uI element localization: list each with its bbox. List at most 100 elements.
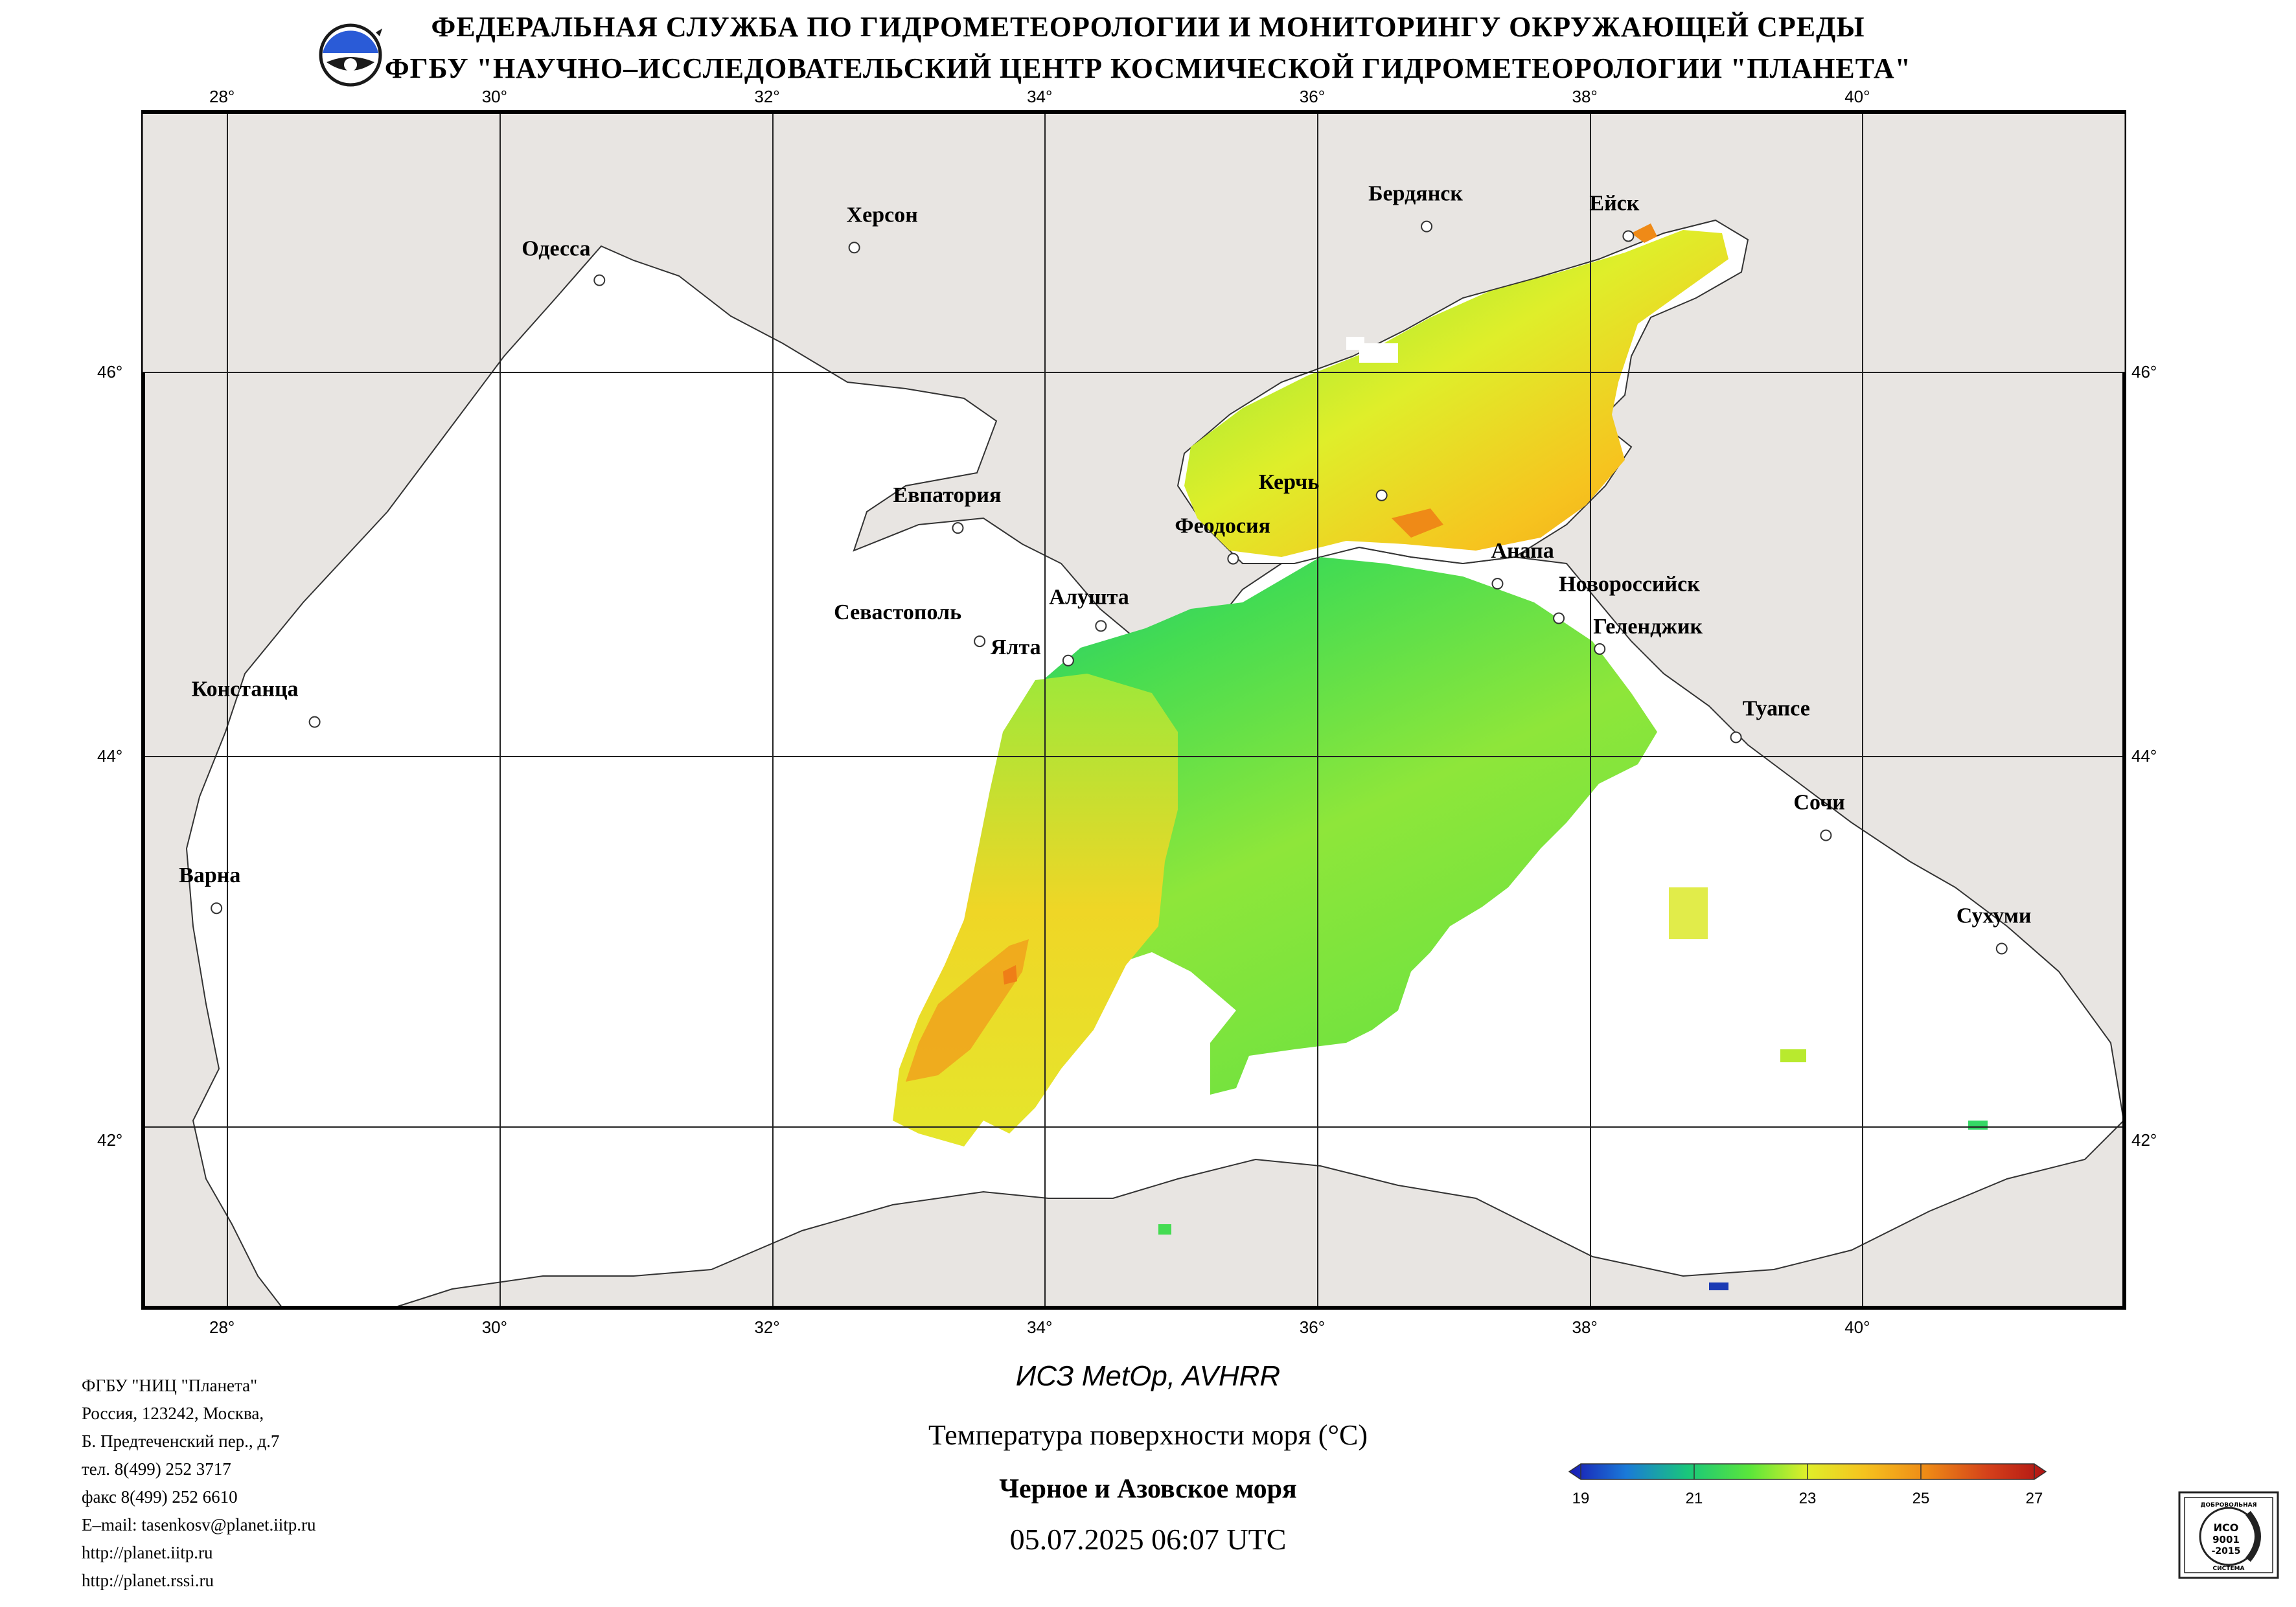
sst-coastal-yeisk	[1631, 223, 1657, 243]
lon-tick-label-top: 40°	[1844, 87, 1870, 106]
iso-bottom-text: СИСТЕМА	[2213, 1566, 2245, 1572]
colorbar-tick-label: 19	[1572, 1490, 1590, 1507]
sst-azov	[1184, 230, 1728, 557]
city-label: Варна	[179, 863, 240, 887]
city-label: Евпатория	[893, 483, 1001, 507]
info-country: Россия, 123242, Москва,	[82, 1404, 264, 1423]
city-label: Одесса	[522, 237, 590, 261]
city-marker	[593, 274, 606, 286]
parameter-caption: Температура поверхности моря (°C)	[928, 1419, 1368, 1451]
iso-center-top: ИСО	[2214, 1522, 2239, 1534]
city-label: Ялта	[991, 635, 1041, 659]
city-marker	[1227, 553, 1239, 565]
city-label: Алушта	[1049, 585, 1129, 609]
lat-tick-label-left: 44°	[97, 746, 123, 766]
info-fax: факс 8(499) 252 6610	[82, 1487, 238, 1507]
lon-tick-label-bottom: 38°	[1572, 1317, 1598, 1337]
lat-tick-label-left: 46°	[97, 362, 123, 382]
colorbar-tick-label: 23	[1799, 1490, 1817, 1507]
region-caption: Черное и Азовское моря	[999, 1474, 1297, 1504]
map-thick-border	[141, 110, 2126, 1310]
info-phone: тел. 8(499) 252 3717	[82, 1459, 231, 1479]
city-label: Севастополь	[834, 600, 961, 624]
city-label: Стамбул	[222, 1307, 307, 1310]
header-line-1: ФЕДЕРАЛЬНАЯ СЛУЖБА ПО ГИДРОМЕТЕОРОЛОГИИ …	[431, 11, 1865, 43]
sst-warm-spot	[1003, 965, 1017, 985]
sst-patch-east	[1780, 1049, 1806, 1062]
lon-tick-label-top: 36°	[1299, 87, 1326, 106]
lon-tick-label-top: 28°	[209, 87, 235, 106]
city-marker	[974, 635, 986, 648]
lon-tick-label-top: 34°	[1027, 87, 1053, 106]
city-label: Керчь	[1259, 470, 1320, 494]
satellite-caption: ИСЗ MetOp, AVHRR	[1015, 1360, 1281, 1392]
lat-tick-label-right: 44°	[2131, 746, 2157, 766]
sst-patch-south	[1158, 1224, 1171, 1235]
city-label: Новороссийск	[1559, 573, 1700, 597]
info-url-2[interactable]: http://planet.rssi.ru	[82, 1571, 214, 1590]
city-marker	[211, 902, 223, 915]
city-label: Сочи	[1793, 791, 1844, 815]
city-label: Херсон	[847, 203, 918, 227]
city-marker	[952, 522, 964, 534]
lon-tick-label-bottom: 36°	[1299, 1317, 1326, 1337]
iso-top-text: ДОБРОВОЛЬНАЯ	[2200, 1502, 2256, 1509]
city-label: Констанца	[192, 678, 299, 701]
city-marker	[1375, 489, 1388, 501]
lon-tick-label-top: 38°	[1572, 87, 1598, 106]
sst-map: Херсон Одесса Бердянск Ейск Евпатория Керчь Фе…	[141, 110, 2126, 1310]
city-marker	[1622, 230, 1635, 242]
azov-no-data-patch	[1359, 343, 1398, 363]
planeta-logo-icon	[319, 23, 382, 87]
lat-tick-label-right: 42°	[2131, 1130, 2157, 1150]
info-org: ФГБУ "НИЦ "Планета"	[82, 1376, 258, 1395]
city-marker	[1820, 829, 1832, 841]
sst-patch-sochi	[1669, 887, 1708, 939]
iso-certification-logo-icon: ДОБРОВОЛЬНАЯ ИСО 9001 -2015 СИСТЕМА	[2178, 1491, 2279, 1579]
lat-tick-label-right: 46°	[2131, 362, 2157, 382]
colorbar-tick-label: 21	[1686, 1490, 1703, 1507]
lon-tick-label-bottom: 40°	[1844, 1317, 1870, 1337]
city-marker	[1095, 620, 1107, 632]
datetime-caption: 05.07.2025 06:07 UTC	[1009, 1523, 1287, 1556]
sst-patch-batumi	[1968, 1121, 1988, 1130]
city-marker	[1062, 654, 1074, 667]
city-layer: Херсон Одесса Бердянск Ейск Евпатория Керчь Фе…	[179, 182, 2031, 1310]
lon-tick-label-bottom: 32°	[754, 1317, 780, 1337]
city-label: Бердянск	[1368, 182, 1463, 206]
city-marker	[1491, 578, 1504, 590]
city-marker	[1730, 731, 1742, 744]
lon-tick-label-bottom: 28°	[209, 1317, 235, 1337]
city-marker	[308, 716, 321, 728]
city-marker	[1995, 942, 2008, 955]
city-label: Ейск	[1589, 191, 1639, 215]
sst-patch-cold	[1709, 1282, 1728, 1290]
colorbar-tick-label: 25	[1912, 1490, 1930, 1507]
lat-tick-label-left: 42°	[97, 1130, 123, 1150]
lon-tick-label-top: 32°	[754, 87, 780, 106]
city-label: Туапсе	[1743, 696, 1810, 720]
city-marker	[1594, 643, 1606, 655]
lon-tick-label-bottom: 34°	[1027, 1317, 1053, 1337]
iso-center-mid: 9001	[2212, 1534, 2240, 1545]
sst-warm-filament	[906, 939, 1029, 1082]
city-label: Сухуми	[1957, 904, 2032, 928]
colorbar-tick-label: 27	[2026, 1490, 2043, 1507]
lon-tick-label-top: 30°	[481, 87, 508, 106]
info-email[interactable]: E–mail: tasenkosv@planet.iitp.ru	[82, 1515, 316, 1534]
city-label: Анапа	[1491, 539, 1554, 563]
city-marker	[848, 242, 860, 254]
graticule	[141, 110, 2126, 1310]
city-label: Геленджик	[1593, 615, 1703, 639]
city-marker	[1553, 612, 1565, 624]
lon-tick-label-bottom: 30°	[481, 1317, 508, 1337]
header-line-2: ФГБУ "НАУЧНО–ИССЛЕДОВАТЕЛЬСКИЙ ЦЕНТР КОС…	[384, 52, 1912, 84]
iso-center-bot: -2015	[2212, 1546, 2241, 1556]
city-marker	[1421, 220, 1433, 233]
azov-no-data-patch-2	[1346, 337, 1364, 350]
city-label: Феодосия	[1175, 514, 1270, 538]
sst-coastal-kerch	[1392, 508, 1443, 538]
info-street: Б. Предтеченский пер., д.7	[82, 1431, 280, 1451]
info-url-1[interactable]: http://planet.iitp.ru	[82, 1543, 213, 1562]
